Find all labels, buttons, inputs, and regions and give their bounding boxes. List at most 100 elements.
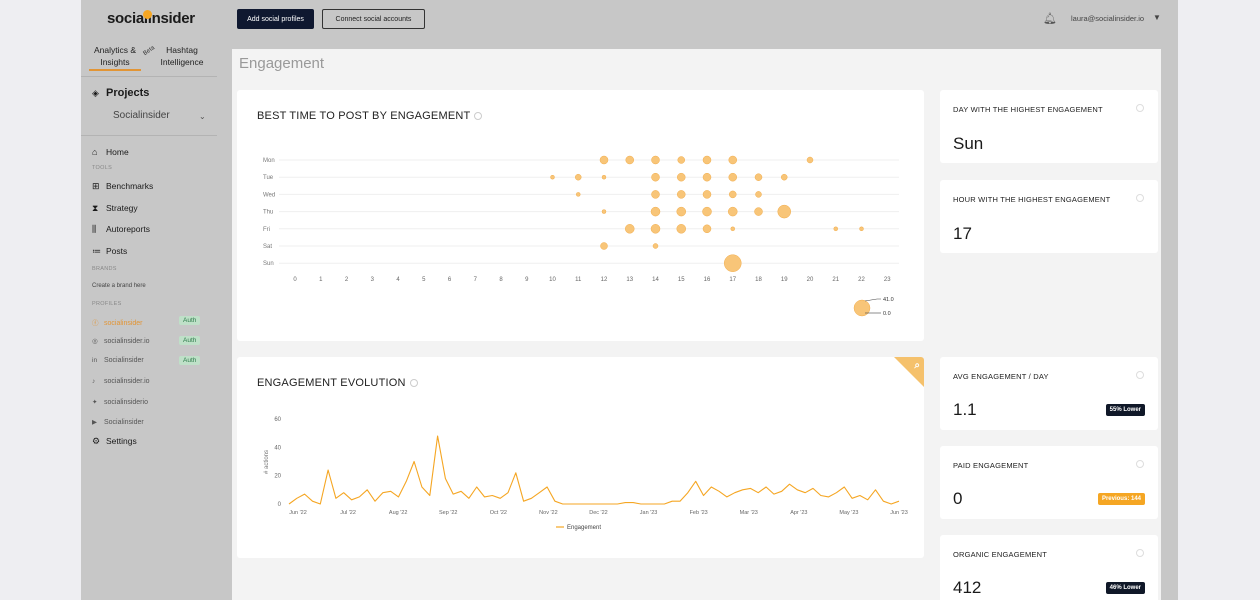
- bubble-point: [702, 172, 712, 182]
- grid-icon: ⊞: [92, 181, 100, 191]
- x-tick-label: Dec '22: [589, 510, 607, 516]
- sidebar: socialinsider Analytics & Insights Hasht…: [81, 0, 217, 600]
- bubble-point: [728, 155, 737, 165]
- x-tick-label: 18: [755, 277, 762, 283]
- sidebar-item-strategy[interactable]: ⧗ Strategy: [92, 203, 138, 214]
- sidebar-item-label: Settings: [106, 436, 137, 446]
- sidebar-item-label: Strategy: [106, 203, 138, 213]
- bubble-point: [833, 226, 838, 232]
- profile-name: Socialinsider: [104, 419, 144, 426]
- x-tick-label: 8: [499, 277, 503, 283]
- sidebar-item-posts[interactable]: ≔ Posts: [92, 246, 127, 257]
- profile-item[interactable]: ⓕ socialinsider: [92, 317, 143, 327]
- x-tick-label: 6: [448, 277, 452, 283]
- sidebar-item-label: Autoreports: [106, 224, 150, 234]
- project-selector[interactable]: Socialinsider: [113, 110, 170, 121]
- bubble-point: [575, 173, 582, 181]
- info-icon[interactable]: [1136, 549, 1144, 557]
- x-tick-label: Aug '22: [389, 510, 407, 516]
- chevron-down-icon[interactable]: ⌄: [199, 112, 206, 121]
- auth-badge[interactable]: Auth: [179, 316, 201, 325]
- y-tick-label: 60: [274, 417, 281, 423]
- engagement-evolution-card: ENGAGEMENT EVOLUTION ⌕ 0 20 40 60 # actions J…: [237, 357, 924, 558]
- info-icon[interactable]: [1136, 104, 1144, 112]
- layers-icon: ◈: [92, 88, 99, 98]
- sidebar-item-settings[interactable]: ⚙ Settings: [92, 436, 137, 447]
- stat-value: Sun: [953, 134, 984, 153]
- tiktok-icon: ♪: [92, 378, 96, 385]
- info-icon[interactable]: [1136, 460, 1144, 468]
- sidebar-item-autoreports[interactable]: ⫼ Autoreports: [92, 224, 150, 235]
- sidebar-tabs: Analytics & Insights Hashtag Intelligenc…: [89, 44, 211, 72]
- bubble-point: [601, 209, 607, 214]
- bubble-point: [600, 242, 608, 250]
- x-tick-label: 12: [601, 277, 608, 283]
- y-tick-label: Thu: [263, 210, 273, 216]
- logo[interactable]: socialinsider: [107, 10, 195, 27]
- best-time-card: BEST TIME TO POST BY ENGAGEMENT Mon Tue We…: [237, 90, 924, 341]
- facebook-icon: ⓕ: [92, 320, 99, 327]
- legend-line: [864, 298, 881, 302]
- stat-title: AVG ENGAGEMENT / DAY: [953, 372, 1049, 381]
- info-icon[interactable]: [474, 112, 483, 121]
- user-email[interactable]: laura@socialinsider.io: [1071, 14, 1145, 23]
- profile-item[interactable]: in Socialinsider: [92, 357, 144, 364]
- sidebar-item-benchmarks[interactable]: ⊞ Benchmarks: [92, 181, 153, 192]
- legend-label: Engagement: [567, 525, 601, 531]
- info-icon[interactable]: [1136, 371, 1144, 379]
- x-tick-label: 14: [652, 277, 659, 283]
- home-icon: ⌂: [92, 147, 98, 157]
- bubble-point: [702, 224, 712, 234]
- tab-analytics-insights[interactable]: Analytics & Insights: [89, 44, 141, 71]
- y-tick-label: Tue: [263, 175, 274, 181]
- auth-badge[interactable]: Auth: [179, 336, 201, 345]
- divider: [81, 135, 217, 136]
- tab-hashtag-intelligence[interactable]: Hashtag Intelligence: [160, 45, 204, 67]
- profile-name: Socialinsider: [104, 357, 144, 364]
- comparison-badge: 46% Lower: [1105, 582, 1145, 594]
- connect-social-accounts-button[interactable]: Connect social accounts: [322, 9, 425, 29]
- auth-badge[interactable]: Auth: [179, 356, 201, 365]
- x-tick-label: May '23: [839, 510, 858, 516]
- caret-down-icon[interactable]: ▼: [1153, 13, 1161, 22]
- info-icon[interactable]: [409, 379, 418, 388]
- bubble-point: [601, 174, 607, 180]
- stat-value: 17: [953, 224, 972, 243]
- x-tick-label: Nov '22: [539, 510, 557, 516]
- profile-item[interactable]: ▶ Socialinsider: [92, 418, 144, 426]
- profile-item[interactable]: ♪ socialinsider.io: [92, 378, 150, 385]
- x-tick-label: Feb '23: [690, 510, 708, 516]
- x-tick-label: 11: [575, 277, 582, 283]
- search-icon[interactable]: ⌕: [914, 360, 920, 371]
- profile-name: socialinsider.io: [104, 378, 150, 385]
- info-icon[interactable]: [1136, 194, 1144, 202]
- sidebar-item-label: Home: [106, 147, 129, 157]
- x-tick-label: Apr '23: [790, 510, 807, 516]
- page-panel: Engagement BEST TIME TO POST BY ENGAGEME…: [232, 49, 1161, 600]
- x-tick-label: Jun '22: [289, 510, 307, 516]
- bubble-point: [781, 173, 788, 181]
- engagement-line-chart: 0 20 40 60 # actions Jun '22 Jul '22 Aug '22 Sep…: [264, 417, 908, 531]
- bubble-point: [724, 254, 742, 272]
- x-tick-label: 20: [807, 277, 814, 283]
- profile-item[interactable]: ✦ socialinsiderio: [92, 398, 148, 406]
- bubble-point: [728, 172, 737, 182]
- comparison-badge: 55% Lower: [1105, 404, 1145, 416]
- zoom-corner[interactable]: [894, 357, 924, 387]
- create-brand-link[interactable]: Create a brand here: [92, 283, 146, 289]
- profile-name: socialinsider: [104, 320, 143, 327]
- add-social-profiles-button[interactable]: Add social profiles: [237, 9, 314, 29]
- notification-bell-icon[interactable]: 🔔︎: [1043, 13, 1057, 25]
- profile-item[interactable]: ◎ socialinsider.io: [92, 337, 150, 345]
- x-tick-label: 19: [781, 277, 788, 283]
- sidebar-item-home[interactable]: ⌂ Home: [92, 147, 129, 157]
- bubble-point: [702, 206, 712, 217]
- sidebar-item-label: Benchmarks: [106, 181, 154, 191]
- bubble-point: [550, 174, 555, 180]
- main-area: Engagement BEST TIME TO POST BY ENGAGEME…: [217, 38, 1178, 600]
- left-margin: [0, 0, 81, 600]
- y-tick-label: Sat: [263, 244, 272, 250]
- twitter-icon: ✦: [92, 399, 98, 406]
- x-tick-label: 22: [858, 277, 865, 283]
- bubble-point: [625, 224, 635, 234]
